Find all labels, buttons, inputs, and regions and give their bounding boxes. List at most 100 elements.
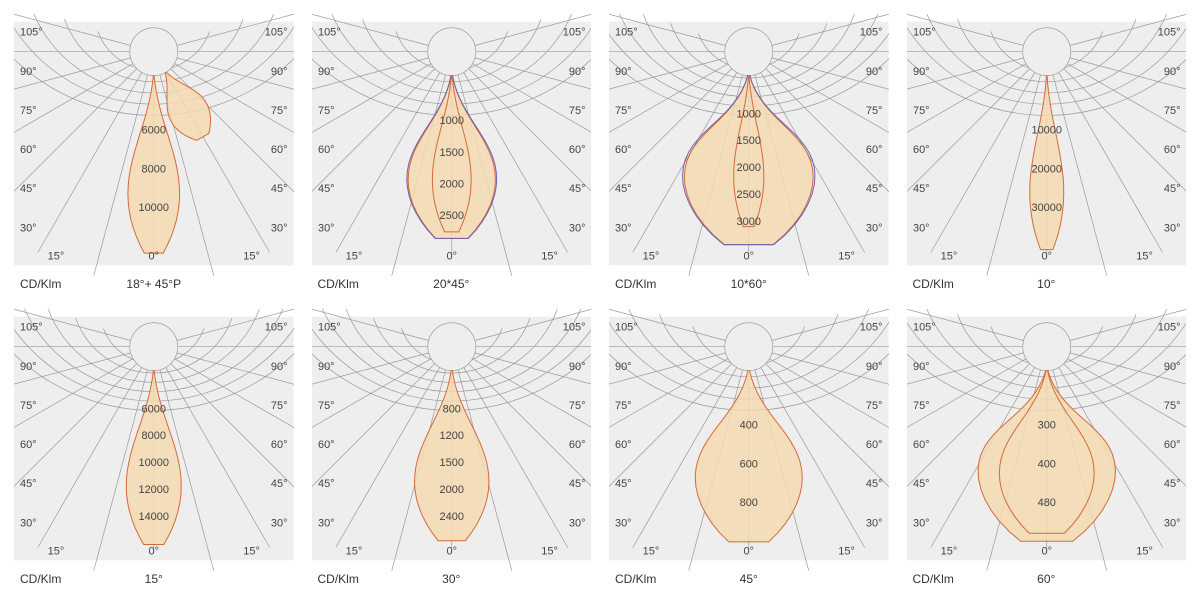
svg-text:75°: 75° xyxy=(271,105,288,117)
svg-text:60°: 60° xyxy=(568,439,585,451)
svg-text:75°: 75° xyxy=(317,105,334,117)
svg-text:105°: 105° xyxy=(1157,322,1180,334)
svg-text:30°: 30° xyxy=(568,222,585,234)
panel-title: 60° xyxy=(1037,572,1055,586)
svg-text:105°: 105° xyxy=(562,322,585,334)
svg-text:30°: 30° xyxy=(20,517,37,529)
panel-title: 10° xyxy=(1037,277,1055,291)
svg-text:90°: 90° xyxy=(912,66,929,78)
svg-text:30°: 30° xyxy=(615,517,632,529)
panel-title: 10*60° xyxy=(731,277,767,291)
svg-text:0°: 0° xyxy=(149,250,160,262)
svg-text:60°: 60° xyxy=(912,144,929,156)
svg-text:105°: 105° xyxy=(912,322,935,334)
svg-text:12000: 12000 xyxy=(138,484,169,496)
svg-text:6000: 6000 xyxy=(142,125,166,137)
svg-text:60°: 60° xyxy=(317,439,334,451)
panel-title: 30° xyxy=(442,572,460,586)
svg-text:30000: 30000 xyxy=(1031,202,1062,214)
svg-text:10000: 10000 xyxy=(138,202,169,214)
svg-text:75°: 75° xyxy=(20,105,37,117)
svg-text:90°: 90° xyxy=(615,66,632,78)
svg-text:60°: 60° xyxy=(271,144,288,156)
polar-chart-3: 105°105°90°90°75°75°60°60°45°45°30°30°15… xyxy=(907,14,1187,291)
svg-text:800: 800 xyxy=(740,497,758,509)
svg-text:75°: 75° xyxy=(866,400,883,412)
svg-text:0°: 0° xyxy=(1041,545,1052,557)
svg-text:15°: 15° xyxy=(541,545,558,557)
svg-text:30°: 30° xyxy=(568,517,585,529)
svg-text:60°: 60° xyxy=(866,439,883,451)
svg-text:600: 600 xyxy=(740,458,758,470)
svg-text:6000: 6000 xyxy=(142,403,166,415)
svg-text:105°: 105° xyxy=(912,27,935,39)
svg-text:75°: 75° xyxy=(568,105,585,117)
svg-text:60°: 60° xyxy=(615,439,632,451)
svg-text:30°: 30° xyxy=(866,222,883,234)
svg-text:75°: 75° xyxy=(866,105,883,117)
svg-text:8000: 8000 xyxy=(142,430,166,442)
svg-text:30°: 30° xyxy=(20,222,37,234)
svg-text:10000: 10000 xyxy=(138,457,169,469)
svg-text:480: 480 xyxy=(1037,497,1055,509)
svg-text:30°: 30° xyxy=(615,222,632,234)
svg-text:45°: 45° xyxy=(317,183,334,195)
axis-label: CD/Klm xyxy=(615,572,656,586)
svg-text:45°: 45° xyxy=(912,478,929,490)
svg-text:90°: 90° xyxy=(1163,361,1180,373)
svg-text:90°: 90° xyxy=(615,361,632,373)
svg-text:0°: 0° xyxy=(1041,250,1052,262)
svg-text:45°: 45° xyxy=(20,478,37,490)
svg-text:105°: 105° xyxy=(615,322,638,334)
svg-text:0°: 0° xyxy=(149,545,160,557)
svg-text:45°: 45° xyxy=(271,478,288,490)
svg-text:45°: 45° xyxy=(20,183,37,195)
axis-label: CD/Klm xyxy=(913,277,954,291)
svg-text:75°: 75° xyxy=(1163,105,1180,117)
svg-text:105°: 105° xyxy=(860,27,883,39)
svg-text:10000: 10000 xyxy=(1031,125,1062,137)
axis-label: CD/Klm xyxy=(615,277,656,291)
panel-caption: CD/Klm45° xyxy=(615,572,883,586)
svg-text:2000: 2000 xyxy=(439,179,463,191)
axis-label: CD/Klm xyxy=(913,572,954,586)
svg-text:45°: 45° xyxy=(1163,478,1180,490)
panel-caption: CD/Klm 10° xyxy=(913,277,1181,291)
svg-text:60°: 60° xyxy=(20,144,37,156)
panel-caption: CD/Klm 10*60° xyxy=(615,277,883,291)
axis-label: CD/Klm xyxy=(318,572,359,586)
svg-text:1000: 1000 xyxy=(439,115,463,127)
svg-text:300: 300 xyxy=(1037,420,1055,432)
svg-text:45°: 45° xyxy=(568,478,585,490)
svg-text:2000: 2000 xyxy=(439,484,463,496)
axis-label: CD/Klm xyxy=(20,277,61,291)
svg-text:105°: 105° xyxy=(317,322,340,334)
polar-chart-7: 105°105°90°90°75°75°60°60°45°45°30°30°15… xyxy=(907,309,1187,586)
svg-text:30°: 30° xyxy=(271,517,288,529)
svg-text:75°: 75° xyxy=(615,105,632,117)
svg-text:60°: 60° xyxy=(317,144,334,156)
svg-text:45°: 45° xyxy=(568,183,585,195)
svg-text:15°: 15° xyxy=(541,250,558,262)
svg-text:90°: 90° xyxy=(317,66,334,78)
svg-text:60°: 60° xyxy=(20,439,37,451)
polar-chart-1: 105°105°90°90°75°75°60°60°45°45°30°30°15… xyxy=(312,14,592,291)
svg-text:30°: 30° xyxy=(1163,222,1180,234)
svg-text:15°: 15° xyxy=(940,545,957,557)
svg-text:45°: 45° xyxy=(912,183,929,195)
svg-text:90°: 90° xyxy=(1163,66,1180,78)
svg-text:14000: 14000 xyxy=(138,511,169,523)
svg-text:8000: 8000 xyxy=(142,163,166,175)
panel-caption: CD/Klm 15° xyxy=(20,572,288,586)
panel-title: 15° xyxy=(145,572,163,586)
svg-text:75°: 75° xyxy=(912,105,929,117)
polar-chart-6: 105°105°90°90°75°75°60°60°45°45°30°30°15… xyxy=(609,309,889,586)
axis-label: CD/Klm xyxy=(20,572,61,586)
svg-text:30°: 30° xyxy=(912,517,929,529)
svg-text:2000: 2000 xyxy=(737,162,761,174)
svg-text:60°: 60° xyxy=(615,144,632,156)
svg-text:20000: 20000 xyxy=(1031,163,1062,175)
svg-text:90°: 90° xyxy=(20,361,37,373)
svg-text:105°: 105° xyxy=(615,27,638,39)
svg-text:1200: 1200 xyxy=(439,430,463,442)
